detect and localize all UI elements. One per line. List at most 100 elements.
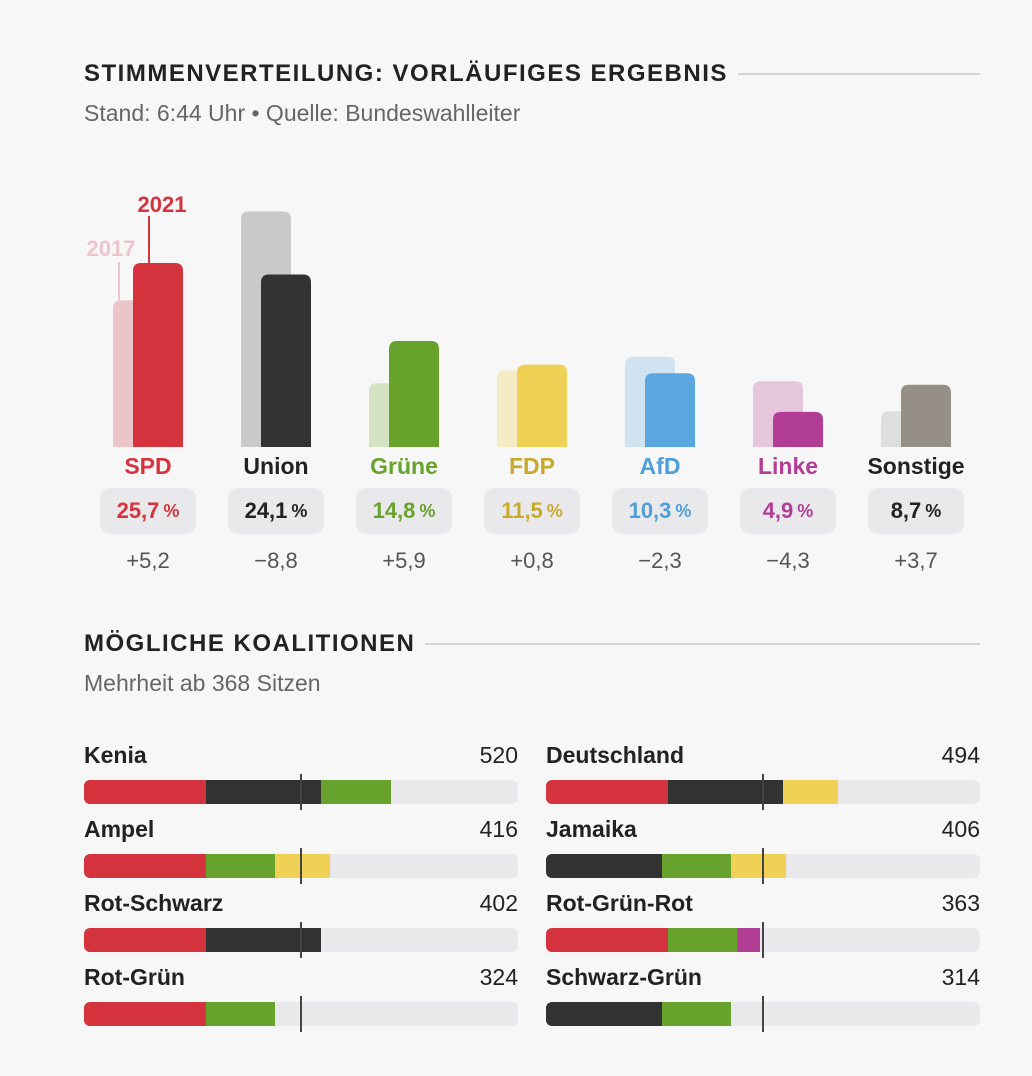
result-value: 4,9 [762,498,794,523]
bar-2021-fdp [517,364,567,447]
results-subtitle: Stand: 6:44 Uhr • Quelle: Bundeswahlleit… [84,100,521,126]
seat-segment [661,1002,732,1026]
coalition-row: Schwarz-Grün 314 [546,964,980,1034]
result-value: 8,7 [890,498,922,523]
seat-segment [737,928,761,952]
coalition-seats: 416 [479,816,518,842]
coalition-row: Kenia 520 [84,742,518,812]
coalition-seats: 494 [941,742,980,768]
change-value: +5,2 [126,548,170,573]
bar-2021-spd [133,262,183,447]
seat-segment [205,928,322,952]
change-value: −4,3 [766,548,810,573]
coalition-seats: 363 [941,890,980,916]
change-value: −2,3 [638,548,682,573]
coalition-name: Deutschland [546,742,685,768]
coalitions-title: MÖGLICHE KOALITIONEN [84,630,416,657]
bar-2021-union [261,274,311,447]
party-name: FDP [509,453,555,479]
seat-segment [667,928,738,952]
result-value: 10,3 [628,498,672,523]
result-badge: 4,9% [740,488,836,534]
coalition-seats: 314 [941,964,980,990]
coalition-name: Kenia [84,742,147,768]
percent-sign: % [291,500,308,521]
coalition-seats: 324 [479,964,518,990]
coalition-seats: 520 [479,742,518,768]
seat-segment [84,928,206,952]
seat-segment [546,780,668,804]
result-badge: 24,1% [228,488,324,534]
coalition-row: Rot-Grün-Rot 363 [546,890,980,960]
result-badge: 11,5% [484,488,580,534]
result-badge: 25,7% [100,488,196,534]
coalition-row: Jamaika 406 [546,816,980,886]
party-name: AfD [639,453,681,479]
coalition-name: Rot-Grün-Rot [546,890,693,916]
majority-marker [762,996,765,1032]
result-badge: 8,7% [868,488,964,534]
coalition-name: Schwarz-Grün [546,964,702,990]
result-value: 14,8 [372,498,416,523]
seat-segment [84,1002,206,1026]
bar-2021-sonstige [901,384,951,447]
title-rule [737,73,980,75]
bar-2021-grüne [389,341,439,447]
bar-2021-linke [773,411,823,447]
majority-marker [300,996,303,1032]
seat-segment [275,854,330,878]
seat-segment [205,1002,276,1026]
percent-sign: % [163,500,180,521]
result-badge: 14,8% [356,488,452,534]
coalition-row: Rot-Schwarz 402 [84,890,518,960]
coalition-row: Deutschland 494 [546,742,980,812]
coalition-name: Jamaika [546,816,637,842]
seat-segment [84,854,206,878]
coalition-row: Rot-Grün 324 [84,964,518,1034]
majority-marker [762,848,765,884]
year-label-2017: 2017 [87,236,136,261]
bar-2021-afd [645,373,695,447]
change-value: +0,8 [510,548,554,573]
result-value: 24,1 [244,498,288,523]
party-name: Union [243,453,309,479]
party-name: Linke [757,453,819,479]
seat-segment [205,780,322,804]
majority-marker [300,922,303,958]
percent-sign: % [546,500,563,521]
results-title: STIMMENVERTEILUNG: VORLÄUFIGES ERGEBNIS [84,60,728,87]
change-value: −8,8 [254,548,298,573]
seat-segment [661,854,732,878]
results-header: STIMMENVERTEILUNG: VORLÄUFIGES ERGEBNIS [84,60,980,88]
seat-segment [546,854,662,878]
majority-marker [762,922,765,958]
title-rule [425,643,980,645]
result-value: 11,5 [501,498,543,523]
coalition-name: Ampel [84,816,155,842]
coalitions-subtitle: Mehrheit ab 368 Sitzen [84,670,321,696]
percent-sign: % [419,500,436,521]
seat-segment [321,780,392,804]
seat-segment [667,780,784,804]
percent-sign: % [675,500,692,521]
seat-segment [546,1002,662,1026]
coalition-name: Rot-Grün [84,964,185,990]
seat-segment [783,780,838,804]
percent-sign: % [797,500,814,521]
result-badge: 10,3% [612,488,708,534]
percent-sign: % [925,500,942,521]
coalition-seats: 406 [941,816,980,842]
coalition-name: Rot-Schwarz [84,890,224,916]
change-value: +3,7 [894,548,938,573]
party-name: Sonstige [867,453,965,479]
coalitions-header: MÖGLICHE KOALITIONEN [84,630,980,658]
result-value: 25,7 [116,498,160,523]
majority-marker [300,774,303,810]
seat-segment [84,780,206,804]
change-value: +5,9 [382,548,426,573]
year-label-2021: 2021 [138,192,187,217]
majority-marker [300,848,303,884]
seat-segment [546,928,668,952]
coalition-seats: 402 [479,890,518,916]
